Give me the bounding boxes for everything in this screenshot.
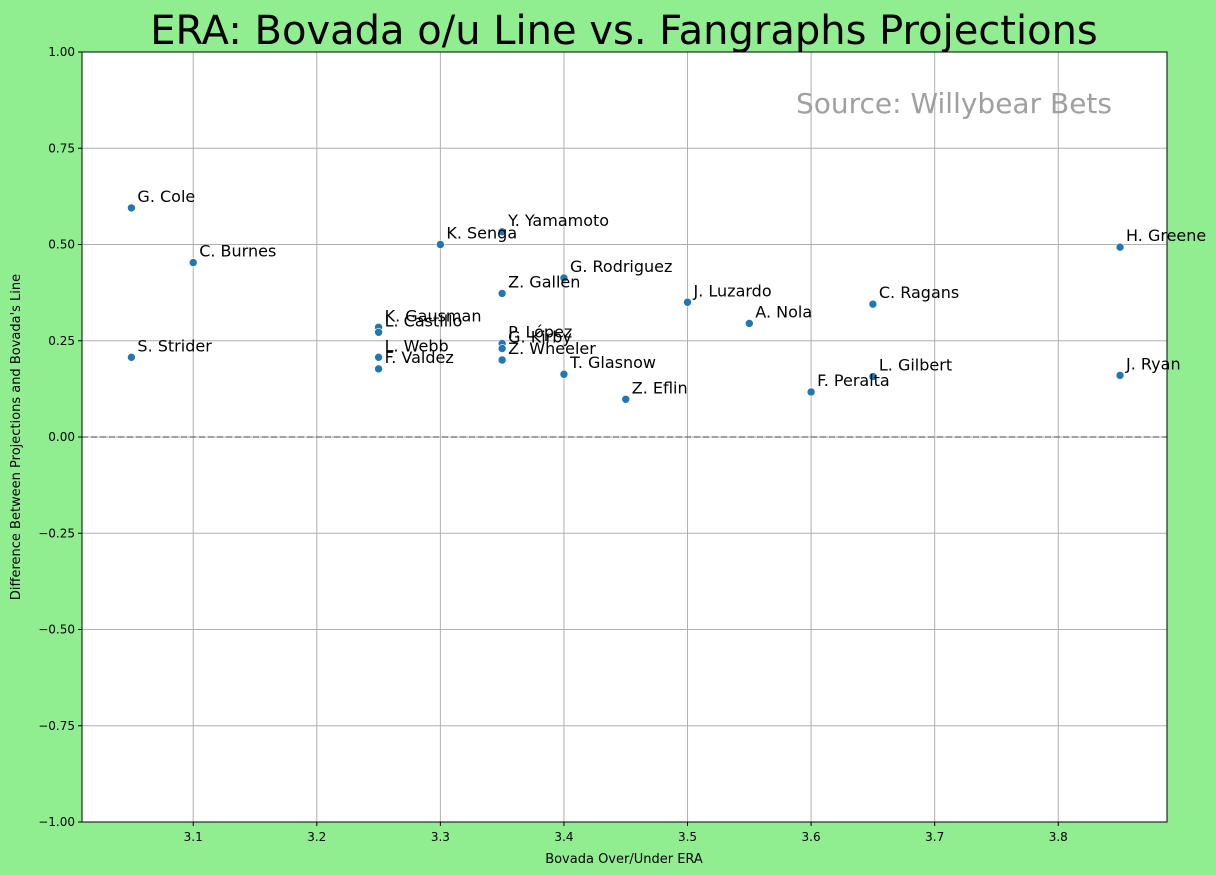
point-label: A. Nola [755, 302, 812, 321]
y-tick-label: 0.00 [48, 430, 75, 444]
point-label: G. Cole [137, 187, 195, 206]
x-tick-label: 3.7 [925, 830, 944, 844]
x-tick-label: 3.3 [431, 830, 450, 844]
y-tick-label: −1.00 [38, 815, 75, 829]
source-annotation: Source: Willybear Bets [796, 87, 1112, 120]
y-tick-label: 0.50 [48, 238, 75, 252]
y-tick-label: 1.00 [48, 45, 75, 59]
point-label: Y. Yamamoto [507, 211, 609, 230]
y-tick-label: 0.25 [48, 334, 75, 348]
point-label: Z. Eflin [632, 378, 688, 397]
data-point [559, 273, 569, 283]
point-label: K. Gausman [385, 306, 482, 325]
x-tick-label: 3.8 [1049, 830, 1068, 844]
data-point [497, 355, 507, 365]
data-point [745, 319, 754, 328]
y-tick-label: −0.50 [38, 623, 75, 637]
data-point [1115, 371, 1125, 380]
data-point [497, 227, 507, 237]
x-tick-label: 3.4 [554, 830, 573, 844]
point-label: P. López [508, 322, 572, 341]
point-label: C. Burnes [199, 242, 276, 261]
point-label: T. Glasnow [569, 353, 656, 372]
data-point [497, 289, 507, 298]
point-label: J. Ryan [1125, 354, 1181, 373]
data-point [683, 297, 692, 307]
y-tick-label: −0.75 [38, 719, 75, 733]
x-tick-label: 3.6 [802, 830, 821, 844]
point-label: S. Strider [137, 336, 212, 355]
chart-title: ERA: Bovada o/u Line vs. Fangraphs Proje… [150, 8, 1098, 54]
data-point [374, 364, 383, 374]
point-label: L. Gilbert [879, 356, 952, 375]
data-points [127, 203, 1125, 404]
y-axis-ticks: −1.00 −0.75 −0.50 −0.25 0.00 0.25 0.50 0.75 1.00 [38, 45, 82, 829]
data-point [188, 258, 198, 267]
data-point [374, 353, 383, 362]
x-tick-label: 3.1 [184, 830, 203, 844]
data-point [621, 394, 631, 404]
point-label: F. Peralta [817, 371, 890, 390]
point-label: G. Kirby [508, 327, 572, 346]
x-tick-label: 3.5 [678, 830, 697, 844]
data-point [1115, 242, 1125, 252]
y-tick-label: 0.75 [48, 141, 75, 155]
point-label: K. Senga [446, 224, 517, 243]
y-axis-label: Difference Between Projections and Bovad… [9, 274, 24, 600]
x-axis-label: Bovada Over/Under ERA [545, 852, 703, 867]
point-label: H. Greene [1126, 226, 1206, 245]
point-label: F. Valdez [385, 348, 454, 367]
data-point [868, 299, 878, 309]
data-point [436, 240, 445, 249]
x-tick-label: 3.2 [307, 830, 326, 844]
point-label: G. Rodriguez [570, 257, 672, 276]
point-label: L. Webb [385, 336, 449, 355]
point-label: Z. Wheeler [508, 339, 596, 358]
data-point [497, 344, 507, 353]
data-point [806, 387, 816, 397]
data-point [127, 203, 136, 213]
point-label: Z. Gallen [508, 272, 580, 291]
data-point [559, 369, 569, 379]
point-label: C. Ragans [879, 283, 959, 302]
y-tick-label: −0.25 [38, 526, 75, 540]
x-axis-ticks: 3.1 3.2 3.3 3.4 3.5 3.6 3.7 3.8 [184, 822, 1068, 844]
point-label: J. Luzardo [693, 281, 772, 300]
data-point [868, 372, 878, 381]
point-label: L. Castillo [385, 311, 463, 330]
data-point [127, 353, 136, 362]
data-point [374, 327, 383, 337]
